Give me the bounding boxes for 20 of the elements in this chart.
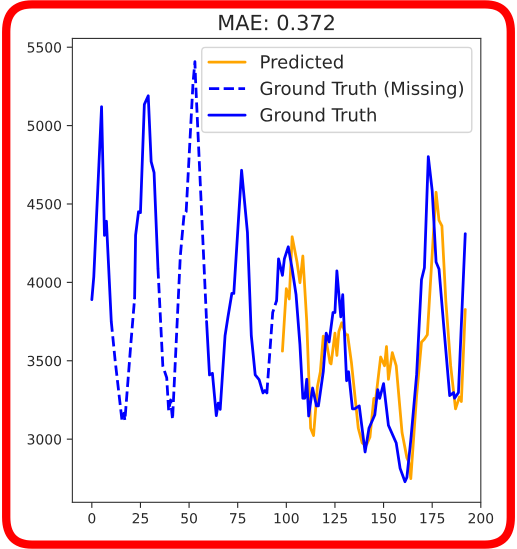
x-tick-label: 75 bbox=[230, 513, 246, 524]
chart-title: MAE: 0.372 bbox=[219, 14, 334, 30]
legend-label: Ground Truth (Missing) bbox=[260, 81, 464, 99]
x-tick-label: 100 bbox=[274, 512, 299, 524]
y-tick-label: 4000 bbox=[27, 277, 62, 288]
y-tick-label: 3500 bbox=[28, 356, 62, 366]
x-tick-label: 125 bbox=[323, 512, 347, 524]
y-tick-label: 3000 bbox=[28, 434, 62, 445]
legend-label: Predicted bbox=[261, 54, 343, 69]
x-tick-label: 0 bbox=[88, 512, 96, 524]
x-tick-label: 25 bbox=[132, 512, 148, 524]
legend-label: Ground Truth bbox=[260, 108, 376, 122]
line-series bbox=[281, 190, 467, 480]
x-tick-label: 200 bbox=[468, 512, 494, 524]
y-tick-label: 5500 bbox=[28, 42, 62, 53]
y-tick-label: 5000 bbox=[28, 120, 62, 132]
x-tick-label: 150 bbox=[372, 512, 396, 524]
x-tick-label: 175 bbox=[420, 513, 444, 524]
y-tick-label: 4500 bbox=[27, 198, 62, 210]
x-tick-label: 50 bbox=[181, 512, 197, 524]
